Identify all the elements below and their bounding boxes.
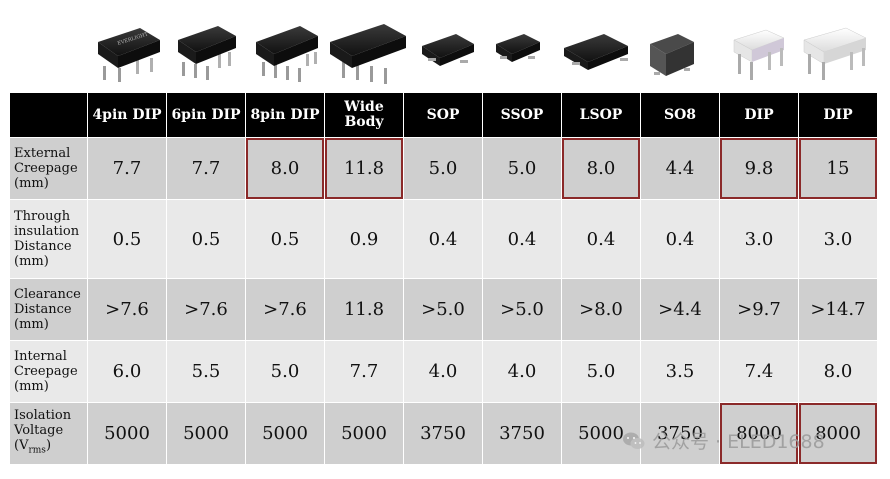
wide-body-header-text: Wide Body	[344, 99, 384, 130]
table-cell-highlighted: 11.8	[324, 137, 404, 200]
package-images-row: EVERLIGHT	[0, 0, 890, 92]
table-cell: 3.0	[719, 199, 799, 279]
watermark-text: 公众号 · ELED1688	[652, 431, 825, 453]
table-cell: 0.4	[561, 199, 641, 279]
table-cell: 5000	[166, 402, 246, 465]
table-cell: 0.4	[640, 199, 720, 279]
table-cell: 5.0	[561, 340, 641, 403]
table-row-isolation-voltage: Isolation Voltage (Vrms) 5000 5000 5000 …	[9, 402, 878, 465]
table-cell-highlighted: 8000	[719, 402, 799, 465]
column-header: SOP	[403, 92, 483, 138]
row-label-subscript: rms	[28, 445, 46, 456]
table-cell: >5.0	[403, 278, 483, 341]
table-cell: 0.5	[87, 199, 167, 279]
isolation-spec-table: 4pin DIP 6pin DIP 8pin DIP Wide Body SOP…	[9, 92, 878, 465]
row-label: Isolation Voltage (Vrms)	[9, 402, 88, 465]
watermark: 公众号 · ELED1688	[622, 427, 825, 454]
table-cell: 8.0	[798, 340, 878, 403]
6pin-dip-image	[178, 26, 236, 80]
column-header: DIP	[798, 92, 878, 138]
table-cell-highlighted: 8.0	[561, 137, 641, 200]
table-row-clearance-distance: Clearance Distance (mm) >7.6 >7.6 >7.6 1…	[9, 278, 878, 341]
table-cell: >5.0	[482, 278, 562, 341]
table-cell: 5000	[245, 402, 325, 465]
table-cell: 5000	[324, 402, 404, 465]
table-cell: 4.4	[640, 137, 720, 200]
table-cell: 0.5	[166, 199, 246, 279]
table-cell: 7.7	[87, 137, 167, 200]
table-cell: 3.0	[798, 199, 878, 279]
table-cell: 5000	[561, 402, 641, 465]
table-cell: 6.0	[87, 340, 167, 403]
table-cell-highlighted: 9.8	[719, 137, 799, 200]
lsop-image	[564, 34, 628, 70]
table-cell-highlighted: 8000	[798, 402, 878, 465]
column-header: DIP	[719, 92, 799, 138]
table-cell: 7.7	[324, 340, 404, 403]
table-cell: 5.0	[403, 137, 483, 200]
table-row-external-creepage: External Creepage (mm) 7.7 7.7 8.0 11.8 …	[9, 137, 878, 200]
table-cell: >14.7	[798, 278, 878, 341]
table-cell: 5000	[87, 402, 167, 465]
dip-white-image-2	[803, 27, 867, 80]
wechat-icon	[623, 432, 645, 449]
table-cell: >7.6	[166, 278, 246, 341]
row-label: Clearance Distance (mm)	[9, 278, 88, 341]
table-cell: 7.4	[719, 340, 799, 403]
column-header: 8pin DIP	[245, 92, 325, 138]
table-cell: 4.0	[403, 340, 483, 403]
row-label-main: Isolation Voltage (V	[14, 408, 72, 454]
table-cell-highlighted: 8.0	[245, 137, 325, 200]
column-header: SO8	[640, 92, 720, 138]
8pin-dip-image	[256, 26, 318, 82]
table-cell: 5.5	[166, 340, 246, 403]
table-cell: >8.0	[561, 278, 641, 341]
row-label: Internal Creepage (mm)	[9, 340, 88, 403]
column-header: Wide Body	[324, 92, 404, 138]
table-cell: >7.6	[245, 278, 325, 341]
sop-image	[422, 34, 474, 66]
ssop-image	[496, 34, 540, 62]
table-row-through-insulation: Through insulation Distance (mm) 0.5 0.5…	[9, 199, 878, 279]
table-cell: 5.0	[245, 340, 325, 403]
table-cell: 0.4	[403, 199, 483, 279]
row-label-end: )	[45, 438, 52, 454]
header-corner	[9, 92, 88, 138]
column-header: 4pin DIP	[87, 92, 167, 138]
row-label: External Creepage (mm)	[9, 137, 88, 200]
table-cell: 0.4	[482, 199, 562, 279]
table-cell: 11.8	[324, 278, 404, 341]
column-header: LSOP	[561, 92, 641, 138]
table-cell: >7.6	[87, 278, 167, 341]
column-header: 6pin DIP	[166, 92, 246, 138]
table-cell: 7.7	[166, 137, 246, 200]
row-label: Through insulation Distance (mm)	[9, 199, 88, 279]
table-cell: 3.5	[640, 340, 720, 403]
table-cell: 3750	[403, 402, 483, 465]
table-cell: 0.5	[245, 199, 325, 279]
table-cell: 3750	[640, 402, 720, 465]
table-cell-highlighted: 15	[798, 137, 878, 200]
table-cell: 0.9	[324, 199, 404, 279]
table-cell: >4.4	[640, 278, 720, 341]
table-cell: 3750	[482, 402, 562, 465]
wide-body-image	[330, 24, 406, 84]
so8-image	[650, 34, 694, 76]
table-row-internal-creepage: Internal Creepage (mm) 6.0 5.5 5.0 7.7 4…	[9, 340, 878, 403]
package-illustrations: EVERLIGHT	[98, 24, 867, 84]
table-header-row: 4pin DIP 6pin DIP 8pin DIP Wide Body SOP…	[9, 92, 878, 138]
column-header: SSOP	[482, 92, 562, 138]
table-cell: 4.0	[482, 340, 562, 403]
4pin-dip-image: EVERLIGHT	[98, 28, 160, 82]
dip-white-image-1	[733, 29, 785, 80]
table-cell: >9.7	[719, 278, 799, 341]
table-cell: 5.0	[482, 137, 562, 200]
